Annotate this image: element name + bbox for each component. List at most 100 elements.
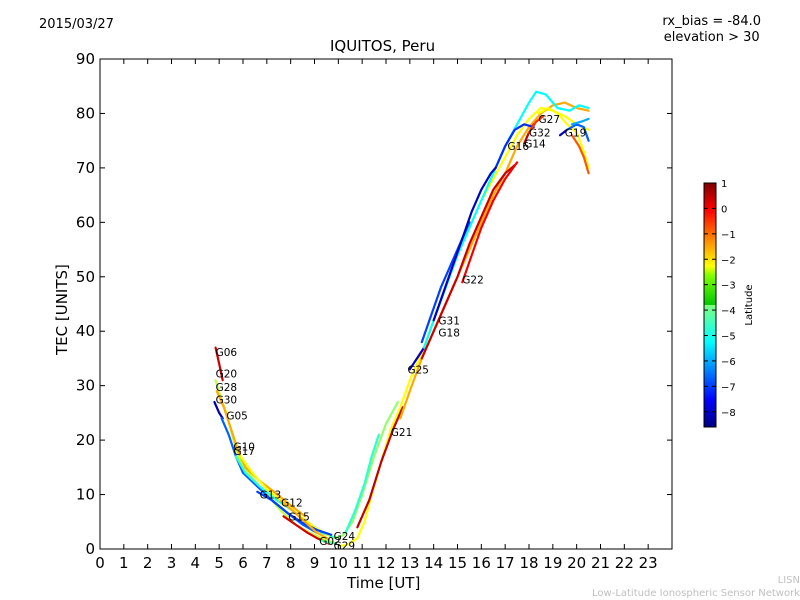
satellite-label-g24: G24	[334, 531, 356, 543]
x-tick-label: 8	[286, 554, 296, 572]
x-tick-label: 22	[615, 554, 634, 572]
colorbar	[703, 182, 717, 428]
satellite-label-g10: G10	[233, 442, 255, 454]
satellite-label-g13: G13	[260, 490, 282, 502]
colorbar-tick-label: 1	[721, 179, 727, 190]
colorbar-tick-label: −2	[721, 255, 736, 266]
satellite-label-g19: G19	[565, 128, 587, 140]
satellite-label-g25: G25	[407, 364, 429, 376]
series-g21	[356, 406, 404, 529]
series-g06	[214, 346, 224, 382]
x-tick-label: 1	[119, 554, 129, 572]
colorbar-tick-label: −4	[721, 306, 736, 317]
satellite-label-g15: G15	[288, 511, 310, 523]
series-g19c	[570, 117, 590, 126]
x-tick-label: 17	[496, 554, 515, 572]
elevation-label: elevation > 30	[663, 30, 760, 45]
series-g27b	[570, 134, 590, 175]
x-tick-label: 10	[329, 554, 348, 572]
series-g30	[213, 400, 224, 420]
x-tick-label: 23	[639, 554, 658, 572]
colorbar-tick-label: −8	[721, 408, 736, 419]
series-g15	[282, 515, 330, 545]
y-tick-label: 40	[76, 322, 95, 340]
x-tick-label: 6	[238, 554, 248, 572]
satellite-label-g17: G17	[233, 446, 255, 458]
y-tick-label: 70	[76, 159, 95, 177]
satellite-label-g22: G22	[462, 275, 484, 287]
x-axis-label: Time [UT]	[347, 574, 421, 592]
series-g13	[256, 490, 333, 536]
x-tick-label: 16	[472, 554, 491, 572]
colorbar-tick-label: −3	[721, 281, 736, 292]
series-g27	[537, 106, 590, 169]
satellite-label-g12: G12	[281, 498, 303, 510]
y-tick-label: 0	[85, 540, 95, 558]
satellite-label-g29: G29	[334, 541, 356, 553]
x-tick-label: 13	[400, 554, 419, 572]
satellite-label-g20: G20	[216, 369, 238, 381]
satellite-label-g16: G16	[508, 141, 530, 153]
series-g32	[527, 115, 545, 134]
x-tick-label: 11	[353, 554, 372, 572]
series-g12	[280, 500, 330, 541]
satellite-label-g02: G02	[319, 536, 341, 548]
x-tick-label: 9	[310, 554, 320, 572]
x-tick-label: 19	[543, 554, 562, 572]
rx-bias-label: rx_bias = -84.0	[662, 14, 761, 29]
satellite-label-g05: G05	[226, 411, 248, 423]
series-g22	[461, 161, 519, 284]
watermark: LISN Low-Latitude Ionospheric Sensor Net…	[592, 574, 800, 600]
x-tick-label: 12	[376, 554, 395, 572]
y-tick-label: 80	[76, 104, 95, 122]
settings-info: rx_bias = -84.0 elevation > 30	[662, 14, 761, 46]
x-tick-label: 21	[591, 554, 610, 572]
satellite-label-g27: G27	[539, 114, 561, 126]
colorbar-tick-label: −1	[721, 230, 736, 241]
colorbar-tick-label: −7	[721, 382, 736, 393]
satellite-label-g21: G21	[391, 427, 413, 439]
series-g24	[332, 400, 399, 540]
x-tick-label: 14	[424, 554, 443, 572]
x-tick-label: 5	[214, 554, 224, 572]
date-label: 2015/03/27	[39, 17, 114, 32]
satellite-label-g18: G18	[438, 327, 460, 339]
watermark-network: Low-Latitude Ionospheric Sensor Network	[592, 588, 800, 599]
x-tick-label: 3	[167, 554, 177, 572]
satellite-label-g14: G14	[524, 138, 546, 150]
satellite-label-g06: G06	[216, 347, 238, 359]
satellite-label-g28: G28	[216, 382, 238, 394]
y-tick-label: 30	[76, 377, 95, 395]
series-g19b	[565, 123, 590, 142]
x-tick-label: 7	[262, 554, 272, 572]
watermark-lisn: LISN	[777, 575, 800, 586]
x-tick-label: 2	[143, 554, 153, 572]
chart-title: IQUITOS, Peru	[330, 37, 436, 55]
series-g28	[215, 390, 307, 518]
y-tick-label: 90	[76, 50, 95, 68]
colorbar-tick-label: −6	[721, 357, 736, 368]
colorbar-tick-label: −5	[721, 332, 736, 343]
satellite-label-g31: G31	[438, 315, 460, 327]
colorbar-label: Latitude	[744, 284, 755, 325]
x-tick-label: 20	[567, 554, 586, 572]
y-tick-label: 10	[76, 486, 95, 504]
series-g19	[558, 128, 569, 137]
x-tick-label: 18	[519, 554, 538, 572]
series-g24b	[344, 433, 380, 534]
x-tick-label: 4	[191, 554, 201, 572]
x-tick-label: 0	[95, 554, 105, 572]
series-g18	[420, 164, 516, 360]
colorbar-tick-label: 0	[721, 204, 727, 215]
series-g02	[320, 539, 338, 545]
series-g16	[494, 123, 535, 169]
satellite-label-g32: G32	[529, 128, 551, 140]
y-tick-label: 50	[76, 268, 95, 286]
series-g25	[408, 346, 426, 371]
x-tick-label: 15	[448, 554, 467, 572]
series-g23	[432, 166, 497, 322]
satellite-label-g30: G30	[216, 394, 238, 406]
y-tick-label: 60	[76, 213, 95, 231]
y-tick-label: 20	[76, 431, 95, 449]
